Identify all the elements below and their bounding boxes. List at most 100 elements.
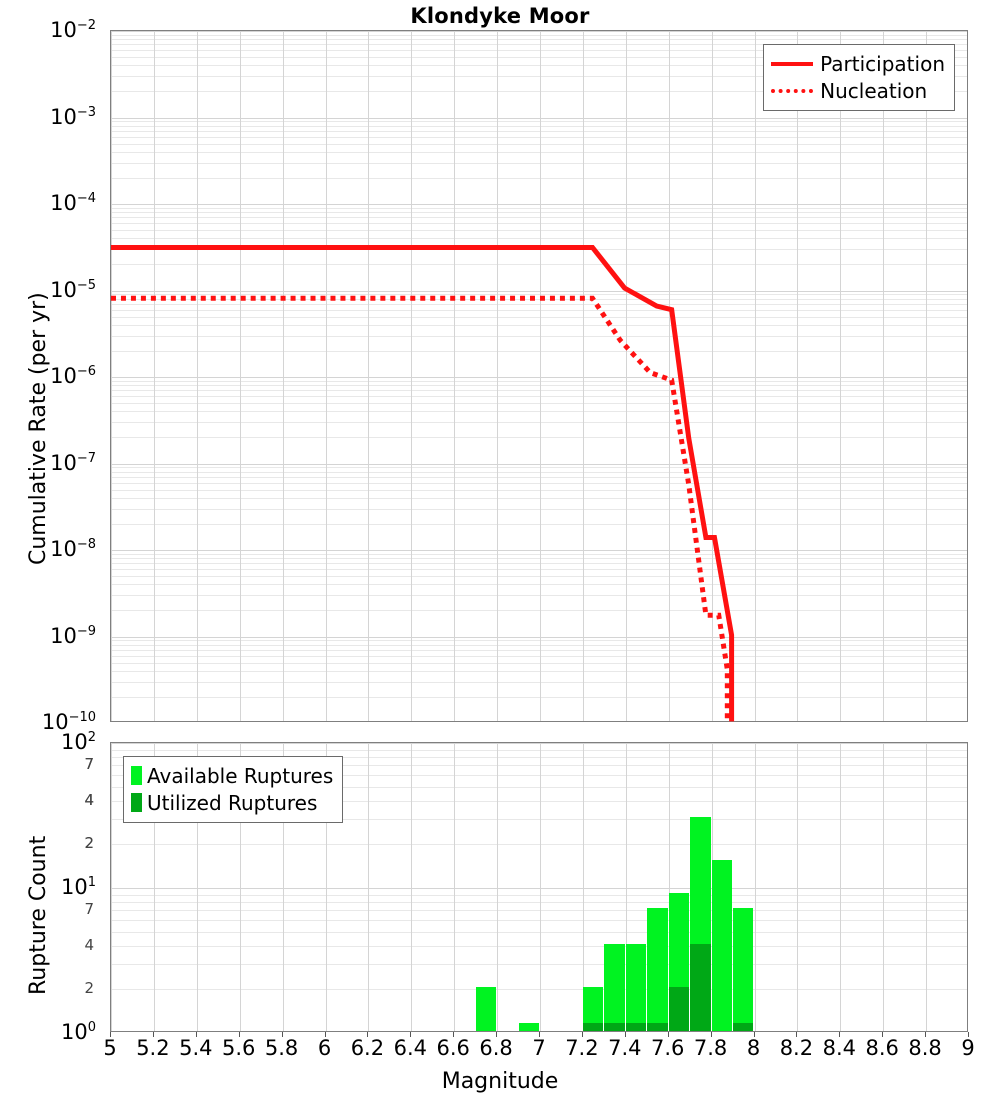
cumulative-rate-curves: [111, 244, 735, 722]
gridline-horizontal: [111, 316, 967, 318]
gridline-horizontal: [111, 403, 967, 405]
rupture-count-bars: [111, 743, 967, 1031]
series-nucleation: [111, 295, 730, 722]
gridline-horizontal: [111, 390, 967, 392]
bar-utilized-ruptures: [690, 943, 711, 1031]
legend-item-available-ruptures: Available Ruptures: [131, 762, 333, 789]
gridline-horizontal: [111, 931, 967, 933]
gridline-vertical: [840, 31, 842, 721]
x-tick-label: 8.2: [779, 1036, 814, 1060]
x-tick-label: 7.4: [608, 1036, 642, 1060]
gridline-horizontal: [111, 91, 967, 93]
x-tick-label: 7.2: [565, 1036, 599, 1060]
y-tick-label: 10−3: [50, 104, 96, 129]
gridline-horizontal: [111, 422, 967, 424]
gridline-horizontal: [111, 467, 967, 469]
gridline-horizontal: [111, 743, 967, 744]
gridline-vertical: [111, 31, 112, 721]
x-tick-mark: [152, 1032, 154, 1037]
x-tick-label: 8.8: [908, 1036, 942, 1060]
legend-item-utilized-ruptures: Utilized Ruptures: [131, 789, 333, 816]
gridline-horizontal: [111, 553, 967, 555]
gridline-horizontal: [111, 508, 967, 510]
gridline-vertical: [883, 743, 885, 1031]
gridline-horizontal: [111, 177, 967, 179]
y-tick-label: 10−8: [50, 537, 96, 561]
gridline-horizontal: [111, 497, 967, 499]
gridline-horizontal: [111, 563, 967, 565]
gridline-horizontal: [111, 117, 967, 119]
gridline-horizontal: [111, 989, 967, 991]
gridline-horizontal: [111, 463, 967, 465]
x-tick-mark: [710, 1032, 712, 1037]
utilized-ruptures-swatch-icon: [131, 793, 142, 812]
x-tick-mark: [753, 1032, 755, 1037]
gridline-horizontal: [111, 309, 967, 311]
x-tick-mark: [581, 1032, 583, 1037]
x-tick-mark: [968, 1032, 969, 1037]
legend-item-participation: Participation: [771, 50, 945, 77]
gridline-vertical: [454, 743, 456, 1031]
gridline-vertical: [497, 743, 499, 1031]
y-tick-label-minor: 4: [84, 790, 94, 809]
gridline-horizontal: [111, 786, 967, 788]
gridline-vertical: [668, 31, 670, 721]
gridline-horizontal: [111, 584, 967, 586]
gridline-vertical: [754, 743, 756, 1031]
y-tick-label: 10−9: [50, 623, 96, 648]
x-tick-mark: [667, 1032, 669, 1037]
gridline-vertical: [668, 743, 670, 1031]
gridline-horizontal: [111, 888, 967, 889]
gridline-horizontal: [111, 894, 967, 896]
gridline-horizontal: [111, 569, 967, 571]
gridline-horizontal: [111, 800, 967, 802]
available-ruptures-swatch-icon: [131, 766, 142, 785]
gridline-vertical: [111, 743, 112, 1031]
bar-utilized-ruptures: [625, 1023, 647, 1031]
gridline-horizontal: [111, 380, 967, 382]
gridline-vertical: [582, 31, 584, 721]
gridline-vertical: [582, 743, 584, 1031]
gridline-horizontal: [111, 945, 967, 947]
bar-utilized-ruptures: [668, 987, 690, 1031]
gridline-vertical: [411, 31, 413, 721]
x-axis-title: Magnitude: [441, 1069, 559, 1094]
gridline-horizontal: [111, 749, 967, 751]
top-panel-y-tick-labels: 10−2 10−3 10−4 10−5 10−6 10−7 10−8 10−9 10−10: [0, 18, 104, 734]
gridline-horizontal: [111, 303, 967, 305]
gridline-horizontal: [111, 143, 967, 145]
gridline-horizontal: [111, 765, 967, 767]
gridline-horizontal: [111, 44, 967, 46]
gridline-vertical: [325, 31, 327, 721]
gridline-vertical: [840, 743, 842, 1031]
gridline-horizontal: [111, 437, 967, 439]
gridline-horizontal: [111, 644, 967, 646]
x-tick-label: 5.2: [136, 1036, 170, 1060]
legend-label-nucleation: Nucleation: [820, 78, 928, 103]
gridline-vertical: [540, 743, 541, 1031]
gridline-vertical: [282, 31, 284, 721]
gridline-horizontal: [111, 65, 967, 67]
x-tick-mark: [110, 1032, 111, 1037]
x-tick-mark: [324, 1032, 326, 1037]
bottom-panel-plot-area: Available Ruptures Utilized Ruptures: [110, 742, 968, 1032]
gridline-horizontal: [111, 162, 967, 164]
x-tick-label: 6.2: [350, 1036, 385, 1060]
gridline-horizontal: [111, 471, 967, 473]
gridline-horizontal: [111, 223, 967, 225]
gridline-horizontal: [111, 377, 967, 378]
gridline-horizontal: [111, 411, 967, 413]
gridline-vertical: [368, 743, 370, 1031]
bar-utilized-ruptures: [647, 1023, 668, 1031]
bottom-panel-legend: Available Ruptures Utilized Ruptures: [123, 756, 344, 823]
top-panel-plot-area: Participation Nucleation: [110, 30, 968, 722]
x-tick-label: 7.8: [693, 1036, 728, 1060]
bar-available-ruptures: [518, 1023, 539, 1031]
gridline-horizontal: [111, 696, 967, 698]
gridline-vertical: [926, 31, 928, 721]
series-participation: [111, 244, 735, 722]
gridline-horizontal: [111, 662, 967, 664]
x-tick-label: 6: [317, 1036, 332, 1060]
x-tick-mark: [496, 1032, 498, 1037]
